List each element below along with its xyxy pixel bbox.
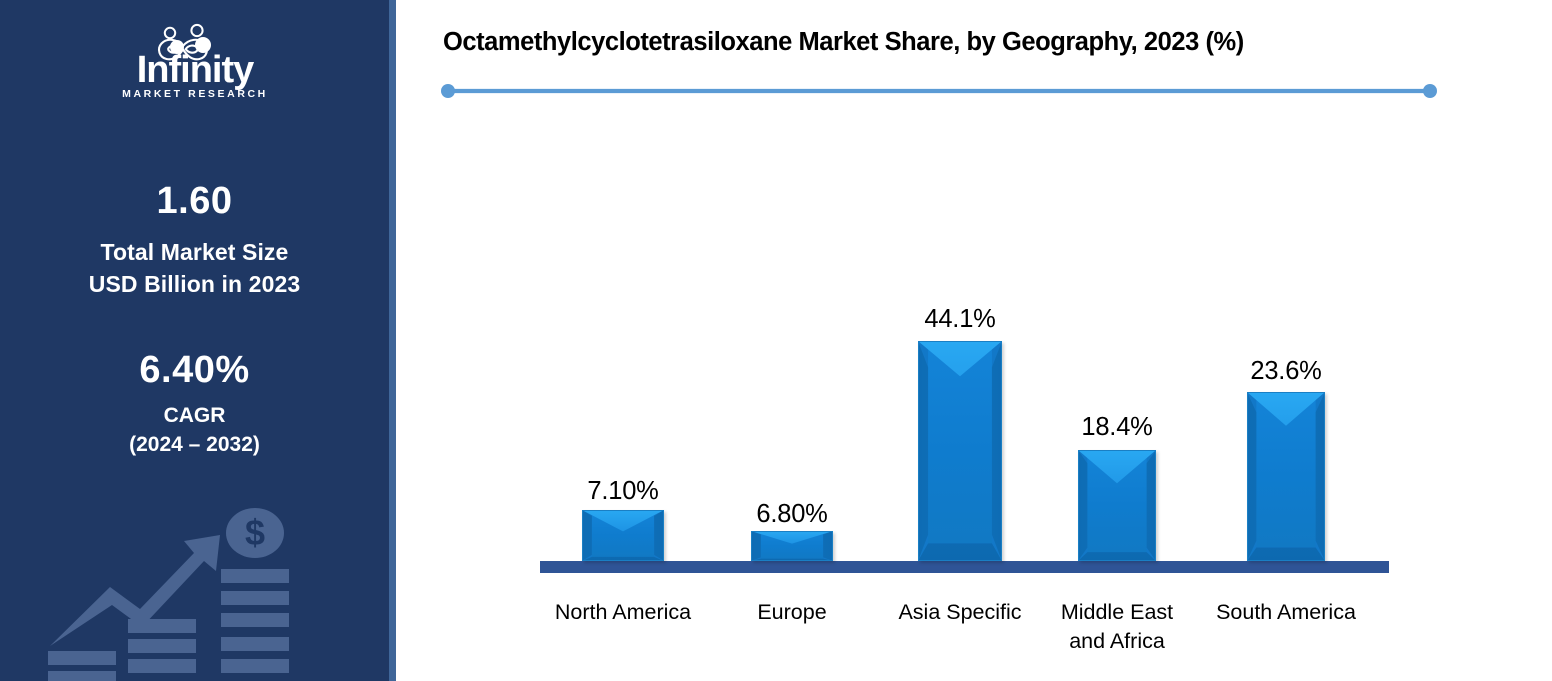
stat-cagr-value: 6.40% — [139, 349, 250, 391]
dumbbell-rule-icon — [441, 84, 1437, 98]
chart-title: Octamethylcyclotetrasiloxane Market Shar… — [443, 28, 1244, 56]
bar-europe[interactable] — [751, 531, 833, 561]
category-label-line1: South America — [1216, 600, 1356, 624]
data-label-middle-east-africa: 18.4% — [1081, 413, 1153, 441]
data-label-europe: 6.80% — [756, 500, 828, 528]
bar-asia-specific[interactable] — [918, 341, 1002, 561]
bar-facet-right — [1315, 392, 1325, 561]
category-label-asia-specific: Asia Specific — [870, 598, 1050, 627]
bar-facet-bottom — [1247, 547, 1325, 561]
category-label-south-america: South America — [1196, 598, 1376, 627]
bar-facet-left — [751, 531, 761, 561]
bar-facet-bottom — [1078, 552, 1156, 561]
bar-north-america[interactable] — [582, 510, 664, 561]
logo-tagline-text: MARKET RESEARCH — [122, 88, 268, 100]
bar-facet-left — [582, 510, 592, 561]
bar-facet-left — [1247, 392, 1257, 561]
data-label-north-america: 7.10% — [587, 477, 659, 505]
category-label-line1: Europe — [757, 600, 827, 624]
data-label-asia-specific: 44.1% — [924, 305, 996, 333]
category-label-europe: Europe — [702, 598, 882, 627]
stat-cagr-label-2: (2024 – 2032) — [129, 432, 260, 456]
brand-logo: Infinity MARKET RESEARCH — [0, 14, 389, 106]
growth-arrow-coins-icon: $ — [48, 508, 289, 681]
stat-market-size: 1.60 Total Market Size USD Billion in 20… — [0, 180, 389, 300]
stat-market-size-label-1: Total Market Size — [100, 238, 289, 265]
bar-facet-right — [991, 341, 1002, 561]
bar-south-america[interactable] — [1247, 392, 1325, 561]
category-label-line1: North America — [554, 600, 692, 624]
dollar-sign-glyph: $ — [245, 512, 265, 553]
bar-facet-right — [1146, 450, 1156, 561]
logo-wordmark-text: Infinity — [136, 49, 253, 91]
category-label-line2: and Africa — [1069, 629, 1165, 654]
bar-facet-bottom — [751, 558, 833, 561]
infinity-people-logo-icon: Infinity MARKET RESEARCH — [122, 23, 268, 100]
bar-facet-right — [823, 531, 833, 561]
growth-arrow-coins-graphic: $ — [44, 491, 374, 681]
bar-middle-east-africa[interactable] — [1078, 450, 1156, 561]
category-label-line1: Middle East — [1060, 600, 1174, 624]
chart-plot-area: 7.10% 6.80% 44.1% — [396, 0, 1552, 681]
category-label-middle-east-africa: Middle East and Africa — [1027, 598, 1207, 656]
chart-baseline — [540, 561, 1389, 573]
stat-cagr: 6.40% CAGR (2024 – 2032) — [0, 349, 389, 460]
bar-facet-bottom — [582, 556, 664, 561]
stat-market-size-label-2: USD Billion in 2023 — [88, 270, 301, 297]
bar-facet-left — [918, 341, 929, 561]
category-label-north-america: North America — [533, 598, 713, 627]
bar-facet-right — [654, 510, 664, 561]
sidebar-panel: Infinity MARKET RESEARCH 1.60 Total Mark… — [0, 0, 389, 681]
category-label-line1: Asia Specific — [898, 600, 1022, 624]
stat-market-size-value: 1.60 — [156, 180, 233, 222]
bar-facet-bottom — [918, 543, 1002, 561]
stat-cagr-label-1: CAGR — [163, 403, 226, 427]
bar-facet-left — [1078, 450, 1088, 561]
sidebar-edge-stripe — [389, 0, 396, 681]
data-label-south-america: 23.6% — [1250, 357, 1322, 385]
